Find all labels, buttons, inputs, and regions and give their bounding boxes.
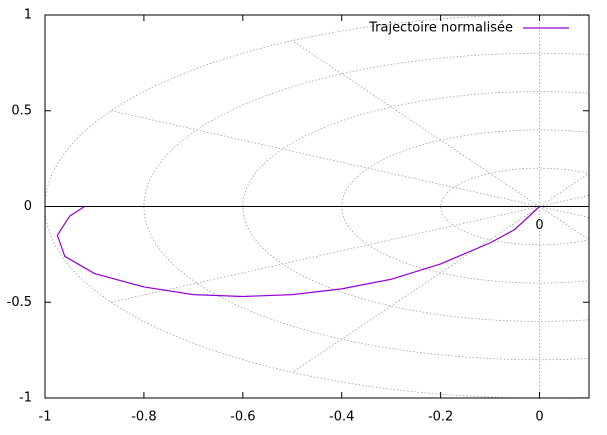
y-tick-label: 1 xyxy=(24,8,32,23)
x-tick-label: -0.8 xyxy=(131,410,156,425)
y-tick-label: -0.5 xyxy=(7,295,32,310)
x-tick-label: -0.4 xyxy=(329,410,354,425)
grid-radial xyxy=(111,110,540,207)
y-tick-label: -1 xyxy=(19,391,32,406)
grid-radial xyxy=(111,206,540,303)
grid-radial xyxy=(539,195,589,207)
x-tick-label: 0 xyxy=(535,410,543,425)
origin-label: 0 xyxy=(535,218,543,233)
x-tick-label: -0.2 xyxy=(428,410,453,425)
grid-radial xyxy=(539,206,589,218)
y-tick-label: 0.5 xyxy=(11,103,32,118)
grid-radial xyxy=(292,40,540,207)
legend-label: Trajectoire normalisée xyxy=(368,21,513,36)
grid-radial xyxy=(539,206,589,241)
grid-circle xyxy=(440,167,589,246)
grid-radial xyxy=(539,172,589,207)
grid-radial xyxy=(292,206,540,373)
series-line xyxy=(56,205,540,298)
x-tick-label: -1 xyxy=(39,410,52,425)
y-tick-label: 0 xyxy=(24,199,32,214)
x-tick-label: -0.6 xyxy=(230,410,255,425)
